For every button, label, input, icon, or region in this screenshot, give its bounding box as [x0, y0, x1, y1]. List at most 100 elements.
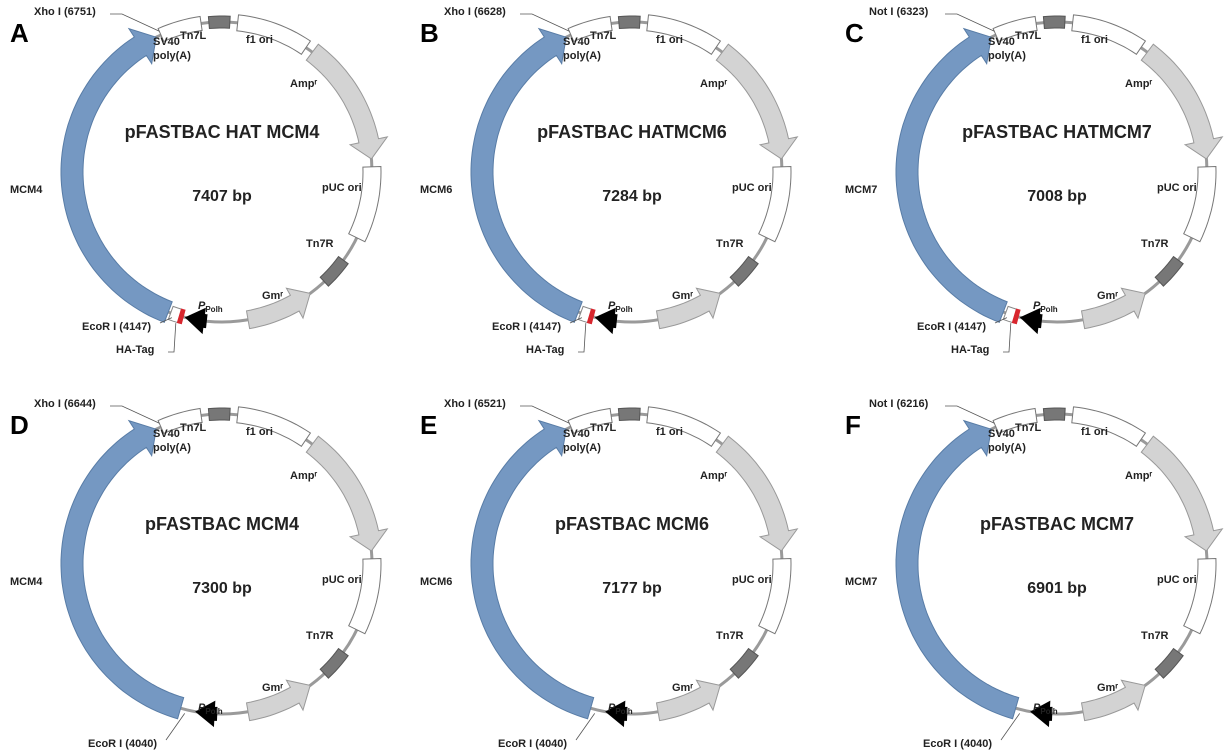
panel-letter: E	[420, 410, 437, 440]
site-top-leader	[110, 406, 159, 423]
tn7l-label: Tn7L	[1015, 422, 1042, 434]
tn7r-label: Tn7R	[306, 238, 334, 250]
plasmid-size: 7300 bp	[192, 580, 252, 597]
tn7l-box	[618, 408, 640, 421]
promoter-arrow	[1021, 309, 1042, 334]
sv40-label: poly(A)	[563, 50, 601, 62]
plasmid-name: pFASTBAC HATMCM7	[962, 122, 1152, 142]
puc-label: pUC ori	[1157, 182, 1197, 194]
sv40-label: SV40	[153, 428, 180, 440]
promoter-sub: Polh	[205, 305, 222, 314]
insert-label: MCM7	[845, 184, 877, 196]
tn7l-box	[1043, 408, 1065, 421]
tn7l-box	[208, 408, 230, 421]
puc-label: pUC ori	[322, 182, 362, 194]
puc-label: pUC ori	[322, 574, 362, 586]
plasmid-size: 7008 bp	[1027, 188, 1087, 205]
site-top-label: Xho I (6521)	[444, 398, 506, 410]
f1-label: f1 ori	[656, 426, 683, 438]
amp-label: Ampʳ	[290, 470, 317, 482]
insert-arrow	[896, 29, 1007, 323]
sv40-label: SV40	[988, 428, 1015, 440]
amp-arrow	[716, 44, 797, 159]
promoter-sub: Polh	[1040, 707, 1057, 716]
amp-label: Ampʳ	[700, 470, 727, 482]
promoter-arrow	[596, 309, 617, 334]
site-top-label: Xho I (6628)	[444, 6, 506, 18]
sv40-label: SV40	[988, 36, 1015, 48]
sv40-label: SV40	[563, 36, 590, 48]
amp-label: Ampʳ	[1125, 78, 1152, 90]
figure: ApFASTBAC HAT MCM47407 bpMCM4Xho I (6751…	[0, 0, 1224, 751]
tn7l-label: Tn7L	[180, 422, 207, 434]
tn7r-box	[1155, 649, 1183, 679]
tn7r-box	[320, 649, 348, 679]
site-bottom-label: EcoR I (4147)	[492, 321, 561, 333]
panel-letter: C	[845, 18, 864, 48]
tn7r-box	[730, 257, 758, 287]
insert-label: MCM4	[10, 576, 43, 588]
plasmid-name: pFASTBAC HATMCM6	[537, 122, 727, 142]
gm-label: Gmʳ	[1097, 682, 1118, 694]
site-top-label: Not I (6216)	[869, 398, 929, 410]
puc-box	[349, 559, 381, 634]
insert-label: MCM6	[420, 576, 452, 588]
tn7l-label: Tn7L	[180, 30, 207, 42]
gm-label: Gmʳ	[262, 290, 283, 302]
plasmid-name: pFASTBAC MCM7	[980, 514, 1134, 534]
sv40-label: poly(A)	[988, 50, 1026, 62]
puc-box	[1184, 559, 1216, 634]
sv40-label: poly(A)	[563, 442, 601, 454]
insert-label: MCM6	[420, 184, 452, 196]
sv40-label: poly(A)	[153, 50, 191, 62]
plasmid-size: 7284 bp	[602, 188, 662, 205]
promoter-arrow	[186, 309, 207, 334]
insert-arrow	[61, 421, 184, 719]
site-top-label: Not I (6323)	[869, 6, 929, 18]
tn7l-label: Tn7L	[590, 30, 617, 42]
insert-arrow	[471, 29, 582, 323]
tag-label: HA-Tag	[526, 344, 564, 356]
site-top-leader	[945, 14, 994, 31]
tag-leader	[578, 323, 586, 352]
puc-box	[759, 559, 791, 634]
f1-label: f1 ori	[246, 34, 273, 46]
plasmid-size: 6901 bp	[1027, 580, 1087, 597]
tn7r-box	[320, 257, 348, 287]
insert-arrow	[471, 421, 594, 719]
site-top-label: Xho I (6644)	[34, 398, 96, 410]
site-top-leader	[945, 406, 994, 423]
tn7r-label: Tn7R	[1141, 630, 1169, 642]
tn7l-box	[208, 16, 230, 29]
insert-label: MCM7	[845, 576, 877, 588]
promoter-sub: Polh	[615, 305, 632, 314]
tn7r-label: Tn7R	[1141, 238, 1169, 250]
tn7l-label: Tn7L	[590, 422, 617, 434]
site-top-leader	[520, 14, 569, 31]
amp-label: Ampʳ	[1125, 470, 1152, 482]
gm-label: Gmʳ	[672, 682, 693, 694]
site-bottom-label: EcoR I (4040)	[88, 738, 157, 750]
tn7l-label: Tn7L	[1015, 30, 1042, 42]
tag-label: HA-Tag	[116, 344, 154, 356]
puc-label: pUC ori	[732, 182, 772, 194]
tn7r-label: Tn7R	[716, 238, 744, 250]
f1-label: f1 ori	[246, 426, 273, 438]
puc-label: pUC ori	[732, 574, 772, 586]
gm-label: Gmʳ	[1097, 290, 1118, 302]
promoter-sub: Polh	[615, 707, 632, 716]
insert-arrow	[61, 29, 172, 323]
f1-label: f1 ori	[656, 34, 683, 46]
plasmid-size: 7407 bp	[192, 188, 252, 205]
gm-label: Gmʳ	[262, 682, 283, 694]
panel-letter: F	[845, 410, 861, 440]
tn7l-box	[618, 16, 640, 29]
sv40-label: SV40	[153, 36, 180, 48]
panel-letter: D	[10, 410, 29, 440]
amp-arrow	[306, 436, 387, 551]
plasmid-name: pFASTBAC MCM6	[555, 514, 709, 534]
tn7r-label: Tn7R	[716, 630, 744, 642]
